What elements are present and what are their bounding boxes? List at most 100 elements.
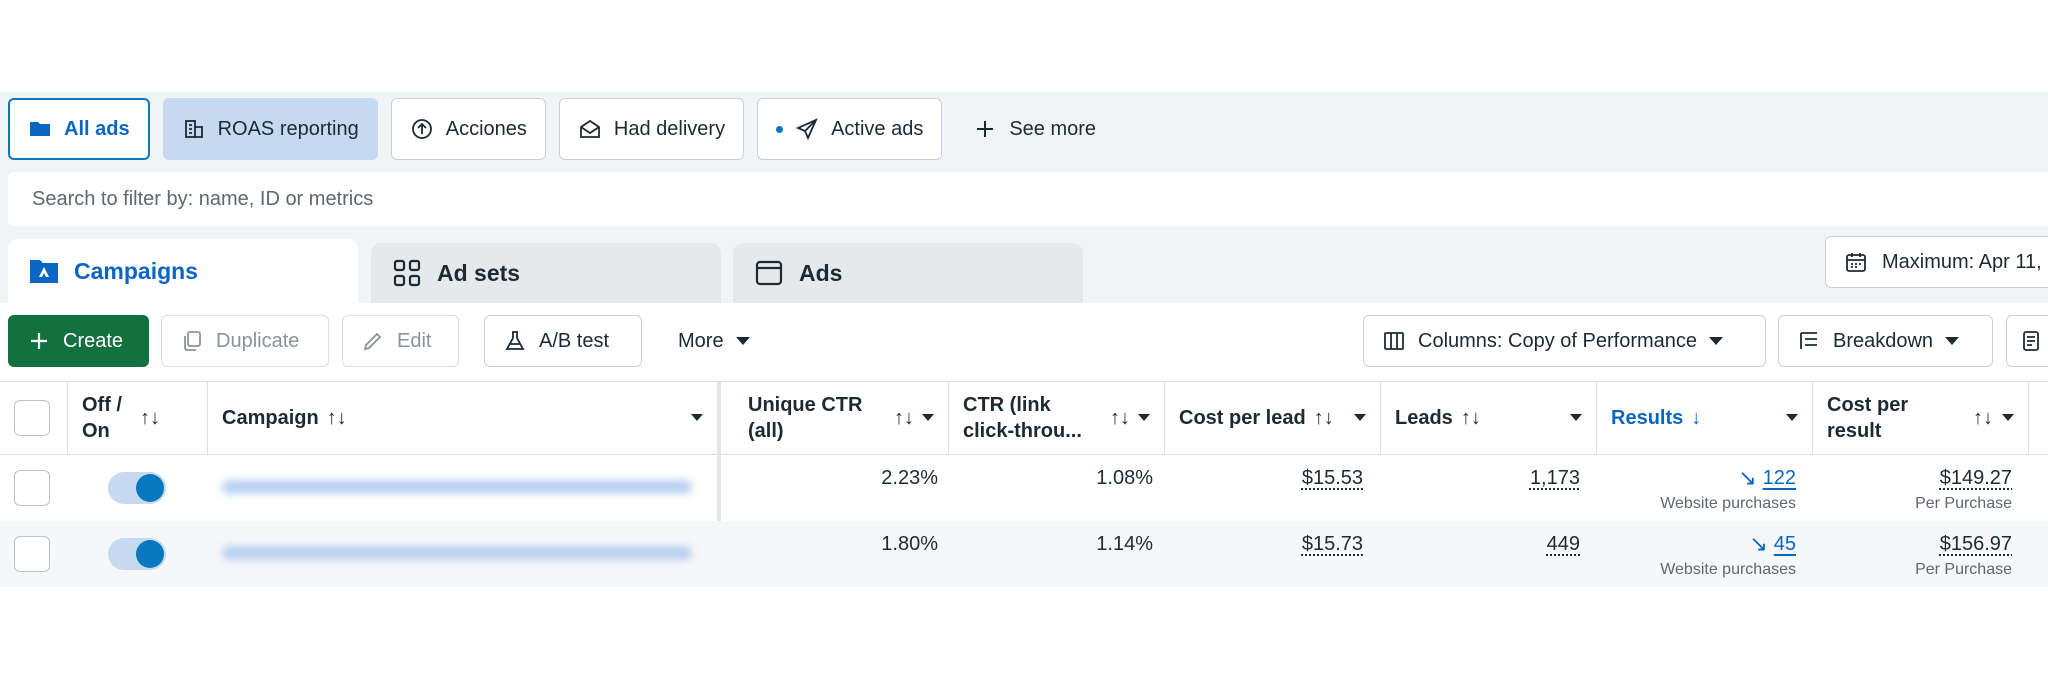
search-input[interactable] bbox=[32, 187, 2048, 211]
date-range-picker[interactable]: Maximum: Apr 11, bbox=[1825, 236, 2048, 288]
breakdown-dropdown[interactable]: Breakdown bbox=[1778, 315, 1993, 367]
column-header-leads[interactable]: Leads ↑↓ bbox=[1381, 382, 1597, 454]
sort-icon[interactable]: ↑↓ bbox=[1110, 407, 1130, 429]
delivery-toggle[interactable] bbox=[108, 472, 166, 504]
ad-window-icon bbox=[755, 260, 783, 286]
columns-icon bbox=[1384, 332, 1404, 350]
trend-down-icon: ↘ bbox=[1749, 531, 1768, 556]
sort-icon[interactable]: ↑↓ bbox=[1973, 407, 1993, 429]
campaigns-table: Off / On ↑↓ Campaign ↑↓ Unique CTR (all) ↑… bbox=[0, 381, 2048, 587]
campaign-name-redacted[interactable] bbox=[222, 480, 692, 494]
unique-ctr-value: 2.23% bbox=[881, 467, 938, 489]
sort-icon[interactable]: ↑↓ bbox=[894, 407, 914, 429]
chip-see-more[interactable]: See more bbox=[955, 98, 1114, 160]
calendar-icon bbox=[1846, 253, 1866, 272]
tab-ad-sets[interactable]: Ad sets bbox=[371, 243, 721, 303]
chevron-down-icon[interactable] bbox=[1354, 414, 1366, 421]
header-text: (all) bbox=[748, 420, 784, 442]
tab-campaigns[interactable]: Campaigns bbox=[8, 239, 358, 303]
leads-value[interactable]: 1,173 bbox=[1529, 467, 1580, 489]
unique-ctr-value: 1.80% bbox=[881, 533, 938, 555]
header-text: result bbox=[1827, 420, 1882, 442]
campaign-folder-icon bbox=[30, 260, 58, 283]
chip-had-delivery[interactable]: Had delivery bbox=[558, 98, 745, 160]
chip-active-ads[interactable]: Active ads bbox=[757, 98, 943, 160]
tab-ads[interactable]: Ads bbox=[733, 243, 1083, 303]
breakdown-icon bbox=[1800, 332, 1817, 349]
chip-roas-reporting[interactable]: ROAS reporting bbox=[162, 98, 378, 160]
column-header-cost-per-lead[interactable]: Cost per lead ↑↓ bbox=[1165, 382, 1381, 454]
header-text: CTR (link bbox=[963, 394, 1051, 416]
cost-per-result-value[interactable]: $156.97 bbox=[1939, 533, 2012, 555]
results-value[interactable]: 45 bbox=[1773, 533, 1796, 555]
column-header-off-on[interactable]: Off / On ↑↓ bbox=[68, 382, 208, 454]
date-range-label: Maximum: Apr 11, bbox=[1882, 250, 2042, 273]
duplicate-label: Duplicate bbox=[216, 329, 300, 352]
cost-per-lead-value[interactable]: $15.53 bbox=[1301, 467, 1363, 489]
cost-per-lead-value[interactable]: $15.73 bbox=[1301, 533, 1363, 555]
create-label: Create bbox=[63, 329, 124, 352]
column-header-results[interactable]: Results ↓ bbox=[1597, 382, 1813, 454]
results-value[interactable]: 122 bbox=[1762, 467, 1796, 489]
chip-label: Active ads bbox=[831, 117, 924, 140]
column-header-ctr[interactable]: CTR (link click-throu... ↑↓ bbox=[949, 382, 1165, 454]
trend-down-icon: ↘ bbox=[1738, 465, 1757, 490]
table-row[interactable]: 2.23% 1.08% $15.53 1,173 ↘ 122 Website p… bbox=[0, 455, 2048, 521]
sort-icon[interactable]: ↑↓ bbox=[140, 407, 160, 429]
edit-button[interactable]: Edit bbox=[342, 315, 459, 367]
header-text: Off / bbox=[82, 394, 122, 416]
ctr-value: 1.14% bbox=[1096, 533, 1153, 555]
chip-all-ads[interactable]: All ads bbox=[8, 98, 150, 160]
select-all-checkbox[interactable] bbox=[14, 400, 50, 436]
chevron-down-icon bbox=[735, 337, 750, 345]
plus-icon bbox=[977, 121, 994, 137]
columns-dropdown[interactable]: Columns: Copy of Performance bbox=[1363, 315, 1766, 367]
sort-icon[interactable]: ↑↓ bbox=[1460, 407, 1481, 429]
column-header-campaign[interactable]: Campaign ↑↓ bbox=[208, 382, 718, 454]
row-checkbox[interactable] bbox=[14, 536, 50, 572]
chevron-down-icon[interactable] bbox=[691, 414, 703, 421]
leads-value[interactable]: 449 bbox=[1546, 533, 1580, 555]
chip-label: Acciones bbox=[445, 117, 527, 140]
header-text: Unique CTR bbox=[748, 394, 863, 416]
chip-label: See more bbox=[1009, 117, 1097, 140]
column-header-cost-per-result[interactable]: Cost per result ↑↓ bbox=[1813, 382, 2029, 454]
ctr-value: 1.08% bbox=[1096, 467, 1153, 489]
chevron-down-icon[interactable] bbox=[2002, 414, 2014, 421]
cost-per-result-type: Per Purchase bbox=[1915, 495, 2012, 512]
chip-label: Had delivery bbox=[613, 117, 726, 140]
header-text: Cost per lead bbox=[1179, 407, 1306, 429]
report-icon bbox=[184, 120, 203, 138]
tab-label: Ads bbox=[799, 259, 843, 286]
header-text: Cost per bbox=[1827, 394, 1909, 416]
more-dropdown[interactable]: More bbox=[660, 315, 780, 367]
chevron-down-icon[interactable] bbox=[1570, 414, 1582, 421]
filter-chips: All ads ROAS reporting Acciones Had deli… bbox=[8, 98, 1114, 160]
sort-icon[interactable]: ↑↓ bbox=[326, 407, 347, 429]
header-text: Results bbox=[1611, 407, 1684, 429]
sort-icon[interactable]: ↑↓ bbox=[1313, 407, 1334, 429]
delivery-toggle[interactable] bbox=[108, 538, 166, 570]
reports-button[interactable] bbox=[2006, 315, 2048, 367]
create-button[interactable]: Create bbox=[8, 315, 149, 367]
send-icon bbox=[795, 118, 818, 141]
row-checkbox[interactable] bbox=[14, 470, 50, 506]
pencil-icon bbox=[363, 332, 382, 351]
table-row[interactable]: 1.80% 1.14% $15.73 449 ↘ 45 Website purc… bbox=[0, 521, 2048, 587]
chevron-down-icon[interactable] bbox=[922, 414, 934, 421]
ab-test-label: A/B test bbox=[539, 329, 610, 352]
sort-desc-icon[interactable]: ↓ bbox=[1691, 407, 1702, 429]
ads-manager: All ads ROAS reporting Acciones Had deli… bbox=[0, 92, 2048, 587]
ab-test-button[interactable]: A/B test bbox=[484, 315, 642, 367]
header-text: Campaign bbox=[222, 407, 319, 429]
chevron-down-icon[interactable] bbox=[1786, 414, 1798, 421]
grid-icon bbox=[393, 259, 421, 287]
cost-per-result-value[interactable]: $149.27 bbox=[1939, 467, 2012, 489]
tab-label: Campaigns bbox=[74, 257, 198, 284]
campaign-name-redacted[interactable] bbox=[222, 546, 692, 560]
duplicate-button[interactable]: Duplicate bbox=[161, 315, 329, 367]
results-type: Website purchases bbox=[1660, 561, 1796, 578]
chip-acciones[interactable]: Acciones bbox=[390, 98, 546, 160]
chevron-down-icon[interactable] bbox=[1138, 414, 1150, 421]
column-header-unique-ctr[interactable]: Unique CTR (all) ↑↓ bbox=[734, 382, 949, 454]
